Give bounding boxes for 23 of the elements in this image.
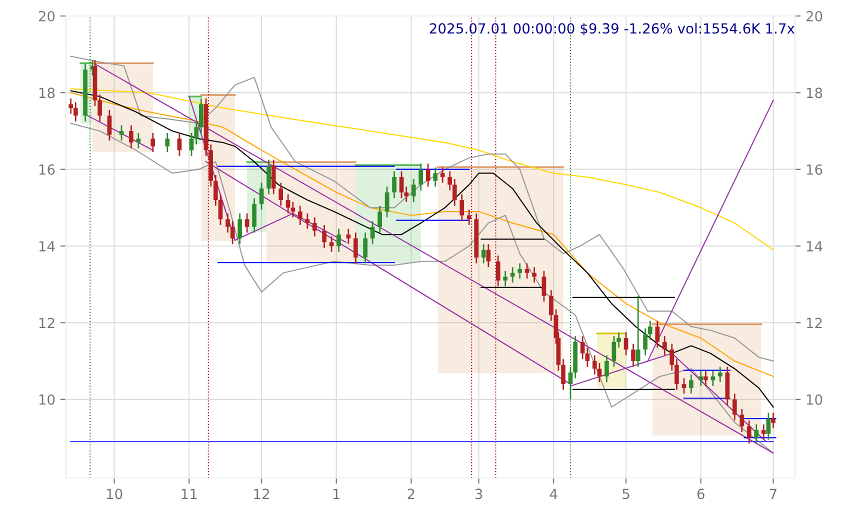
y-tick-label: 20 <box>38 10 55 22</box>
x-tick-label: 12 <box>254 488 269 499</box>
x-tick-label: 11 <box>182 488 197 499</box>
y-tick-label: 14 <box>39 241 55 252</box>
y2-tick-label: 20 <box>806 10 822 22</box>
y2-tick-label: 18 <box>806 88 822 98</box>
y-tick-label: 10 <box>39 394 55 405</box>
x-tick-label: 10 <box>106 488 122 500</box>
x-tick-label: 4 <box>550 488 558 499</box>
x-tick-label: 6 <box>697 488 704 500</box>
x-tick-label: 5 <box>622 488 630 500</box>
y2-tick-label: 14 <box>806 241 822 252</box>
y-tick-label: 18 <box>39 88 55 98</box>
y-tick-label: 12 <box>39 318 54 328</box>
y-tick-label: 16 <box>39 164 55 175</box>
y2-tick-label: 10 <box>806 394 822 405</box>
x-tick-label: 7 <box>770 488 777 499</box>
x-tick-label: 2 <box>408 488 414 499</box>
y2-tick-label: 12 <box>806 318 822 328</box>
chart-title: 2025.07.01 00:00:00 $9.39 -1.26% vol:1554.6K 1.7x <box>430 22 795 36</box>
y2-tick-label: 16 <box>806 164 822 175</box>
x-tick-label: 3 <box>475 488 482 500</box>
x-tick-label: 1 <box>333 488 340 499</box>
